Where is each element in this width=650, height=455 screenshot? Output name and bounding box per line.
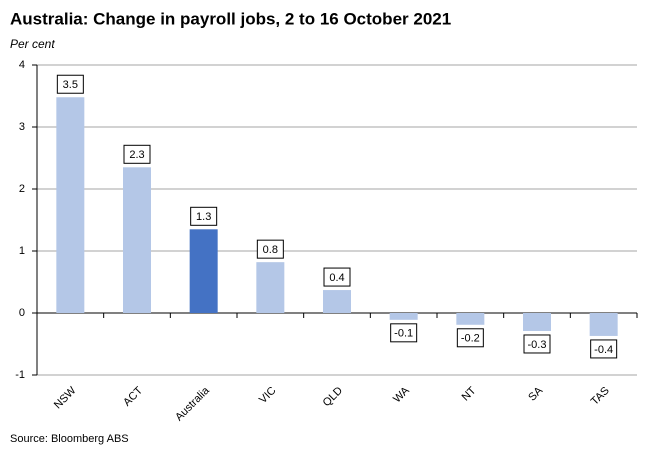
data-label-box [523, 334, 551, 354]
bar [123, 167, 151, 313]
y-tick-label: -1 [15, 369, 25, 381]
chart-title: Australia: Change in payroll jobs, 2 to … [10, 9, 451, 28]
data-label-box [590, 339, 618, 359]
data-label-box [123, 144, 151, 164]
y-axis-label: Per cent [10, 37, 55, 51]
source-note: Source: Bloomberg ABS [10, 433, 129, 445]
data-label-box [256, 239, 284, 259]
data-label: -0.3 [528, 339, 547, 351]
data-label: 2.3 [129, 149, 144, 161]
bar [523, 313, 551, 331]
y-tick-label: 4 [19, 59, 25, 71]
y-tick-label: 2 [19, 183, 25, 195]
data-label-box [323, 267, 351, 287]
data-label-box [390, 323, 418, 343]
bar [589, 313, 618, 336]
data-label-box [190, 206, 218, 226]
y-tick-label: 3 [19, 121, 25, 133]
data-label: 0.4 [329, 272, 344, 284]
bar [456, 313, 485, 325]
data-label: -0.1 [394, 328, 413, 340]
bar [189, 229, 218, 313]
y-tick-label: 0 [19, 307, 25, 319]
y-tick-label: 1 [19, 245, 25, 257]
data-label-box [456, 328, 484, 348]
data-label: -0.4 [594, 344, 613, 356]
bar [389, 313, 418, 320]
bar [323, 290, 351, 313]
data-label: 0.8 [263, 244, 278, 256]
bar [256, 262, 285, 313]
bar [56, 97, 85, 314]
data-label-box [56, 74, 84, 94]
data-label: 1.3 [196, 211, 211, 223]
data-label: 3.5 [63, 79, 78, 91]
data-label: -0.2 [461, 333, 480, 345]
